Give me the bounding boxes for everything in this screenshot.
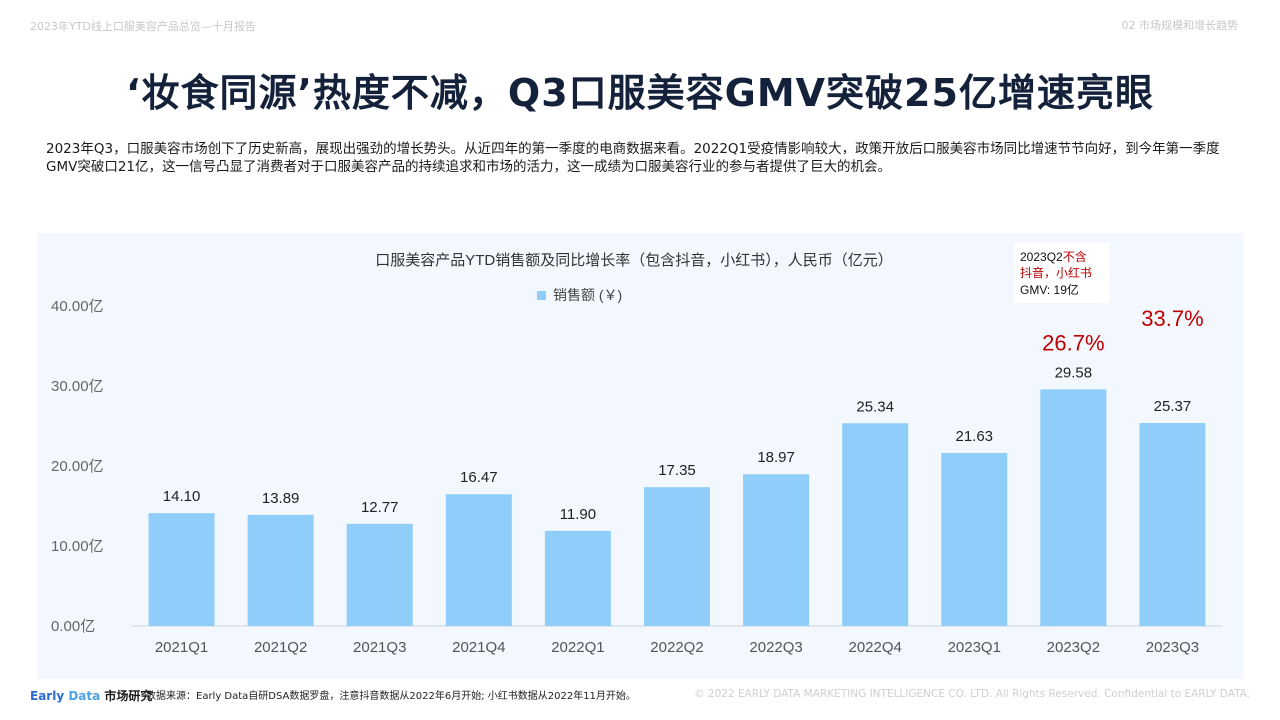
note-box [1014, 243, 1110, 303]
bar [743, 474, 810, 626]
bar-value-label: 13.89 [262, 490, 300, 507]
y-tick-label: 30.00亿 [51, 378, 104, 395]
note-quarter: 2023Q2 [1020, 250, 1063, 264]
x-tick-label: 2023Q3 [1146, 639, 1199, 656]
bar [1040, 389, 1107, 626]
bar [445, 494, 512, 626]
bar [544, 530, 611, 626]
note-line-2: 抖音，小红书 [1020, 265, 1092, 280]
x-tick-label: 2022Q1 [551, 639, 604, 656]
note-line-1: 2023Q2不含 [1020, 249, 1087, 264]
early-data-logo: Early Data 市场研究 [30, 687, 152, 704]
logo-early: Early [30, 689, 65, 703]
bar-value-label: 25.37 [1154, 398, 1192, 415]
data-source-note: 数据来源：Early Data自研DSA数据罗盘，注意抖音数据从2022年6月开… [146, 691, 636, 702]
bar [247, 514, 314, 626]
note-excluding: 不含 [1063, 249, 1087, 264]
chart-title: 口服美容产品YTD销售额及同比增长率（包含抖音，小红书），人民币（亿元） [375, 252, 893, 269]
logo-market-research: 市场研究 [100, 689, 153, 703]
y-tick-label: 20.00亿 [51, 458, 104, 475]
x-tick-label: 2023Q1 [948, 639, 1001, 656]
chart-panel: 口服美容产品YTD销售额及同比增长率（包含抖音，小红书），人民币（亿元） 销售额 … [37, 233, 1244, 679]
y-tick-label: 40.00亿 [51, 298, 104, 315]
intro-paragraph: 2023年Q3，口服美容市场创下了历史新高，展现出强劲的增长势头。从近四年的第一… [46, 141, 1220, 175]
bar-value-label: 21.63 [955, 428, 993, 445]
y-tick-label: 0.00亿 [51, 618, 95, 635]
bar-value-label: 11.90 [560, 506, 596, 523]
copyright-notice: © 2022 EARLY DATA MARKETING INTELLIGENCE… [694, 688, 1250, 700]
x-tick-label: 2022Q3 [749, 639, 802, 656]
growth-rate-label: 33.7% [1141, 306, 1203, 331]
report-name: 2023年YTD线上口服美容产品总览—十月报告 [30, 20, 256, 33]
bar-value-label: 25.34 [856, 398, 894, 415]
x-tick-label: 2021Q4 [452, 639, 505, 656]
bar [346, 523, 413, 626]
growth-rate-label: 26.7% [1042, 330, 1104, 355]
section-label: 02 市场规模和增长趋势 [1121, 19, 1239, 32]
logo-data: Data [64, 689, 101, 703]
bar-value-label: 16.47 [460, 469, 498, 486]
legend-label: 销售额 (￥) [553, 287, 622, 303]
bar [644, 487, 710, 626]
bar-value-label: 14.10 [163, 488, 201, 505]
bar-value-label: 18.97 [757, 449, 795, 466]
x-tick-label: 2022Q4 [848, 639, 901, 656]
bar-value-label: 12.77 [361, 499, 399, 516]
bar [842, 423, 909, 626]
sales-bar-chart: 口服美容产品YTD销售额及同比增长率（包含抖音，小红书），人民币（亿元） 销售额 … [51, 243, 1222, 656]
x-tick-label: 2021Q3 [353, 639, 406, 656]
bar-value-label: 17.35 [658, 462, 696, 479]
note-line-3: GMV: 19亿 [1020, 282, 1079, 297]
x-tick-label: 2021Q1 [155, 639, 208, 656]
bar-value-label: 29.58 [1055, 364, 1093, 381]
page-title: ‘妆食同源’热度不减，Q3口服美容GMV突破25亿增速亮眼 [126, 71, 1154, 115]
bar [941, 452, 1008, 626]
x-tick-label: 2021Q2 [254, 639, 307, 656]
x-tick-label: 2023Q2 [1047, 639, 1100, 656]
y-tick-label: 10.00亿 [51, 538, 104, 555]
legend-swatch [537, 291, 546, 300]
bar [1139, 423, 1206, 626]
bar [148, 513, 215, 626]
x-tick-label: 2022Q2 [650, 639, 703, 656]
